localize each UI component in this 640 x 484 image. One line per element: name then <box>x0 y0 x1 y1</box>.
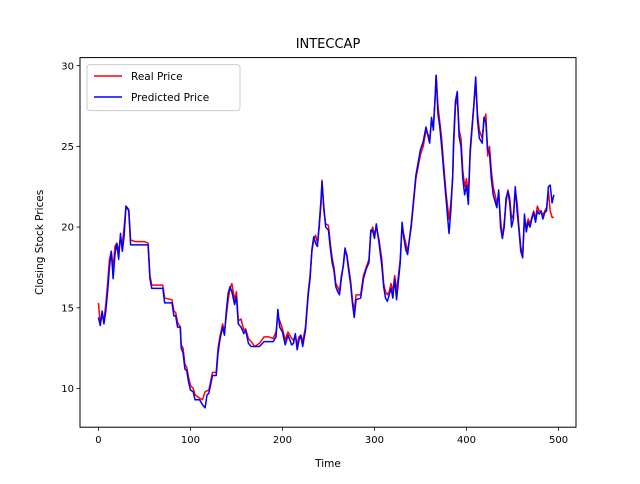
x-tick-label: 400 <box>457 435 476 446</box>
legend-label-predicted-price: Predicted Price <box>131 92 209 104</box>
chart-title: INTECCAP <box>296 37 361 52</box>
plot-frame <box>79 57 577 428</box>
x-tick-label: 0 <box>95 435 101 446</box>
y-tick-label: 20 <box>61 223 74 234</box>
legend: Real Price Predicted Price <box>86 64 241 112</box>
y-tick-label: 15 <box>61 303 74 314</box>
x-axis-ticks: 0 100 200 300 400 500 <box>95 427 568 446</box>
plot-background <box>80 57 576 428</box>
x-axis-label: Time <box>314 458 341 470</box>
y-tick-label: 30 <box>61 61 74 72</box>
y-tick-label: 10 <box>61 384 74 395</box>
series-line-predicted-price <box>97 74 555 409</box>
x-tick-label: 100 <box>181 435 200 446</box>
y-axis-ticks: 10 15 20 25 30 <box>61 61 80 395</box>
x-tick-label: 200 <box>273 435 292 446</box>
legend-label-real-price: Real Price <box>131 71 183 83</box>
plot-area <box>79 57 577 428</box>
series-layer <box>97 74 555 409</box>
legend-box <box>86 64 241 112</box>
y-tick-label: 25 <box>61 142 74 153</box>
x-tick-label: 300 <box>365 435 384 446</box>
x-tick-label: 500 <box>549 435 568 446</box>
y-axis-label: Closing Stock Prices <box>34 190 46 295</box>
